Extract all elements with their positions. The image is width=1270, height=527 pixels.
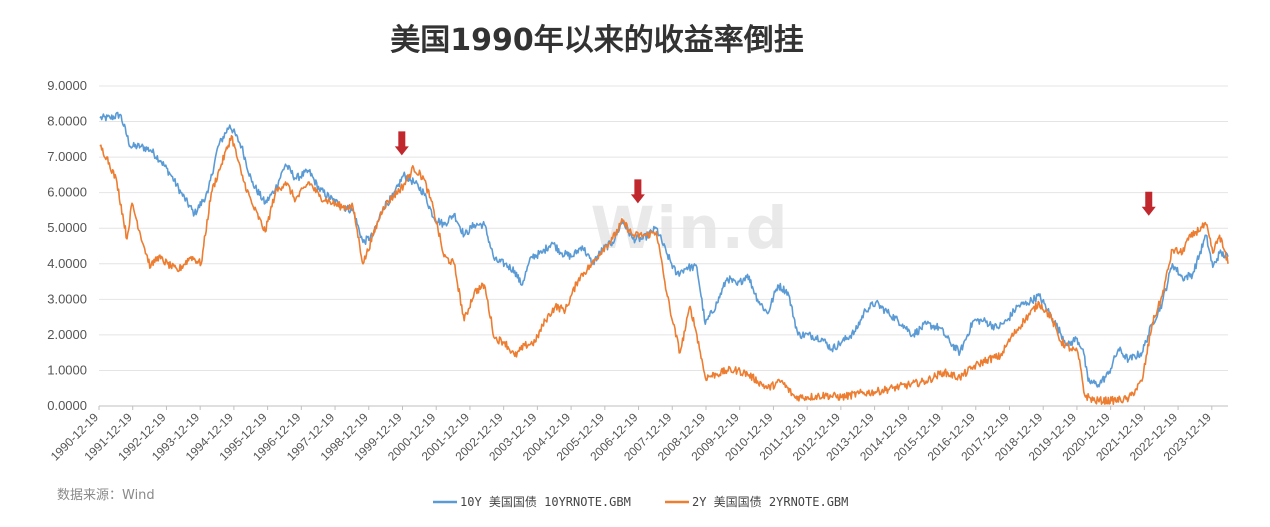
y-tick-label: 2.0000: [47, 327, 87, 342]
y-tick-label: 1.0000: [47, 362, 87, 377]
y-tick-label: 9.0000: [47, 78, 87, 93]
y-tick-label: 3.0000: [47, 291, 87, 306]
y-tick-label: 8.0000: [47, 114, 87, 129]
y-tick-label: 5.0000: [47, 220, 87, 235]
series-line-2y: [99, 135, 1229, 405]
annotations: [394, 131, 1156, 216]
gridlines: [99, 85, 1228, 407]
y-axis: 9.0000 8.0000 7.0000 6.0000 5.0000 4.0000 3.00…: [47, 78, 87, 413]
legend-label-10y: 10Y 美国国债 10YRNOTE.GBM: [460, 495, 631, 509]
legend: 10Y 美国国债 10YRNOTE.GBM 2Y 美国国债 2YRNOTE.GB…: [433, 495, 848, 509]
y-tick-label: 0.0000: [47, 398, 87, 413]
y-tick-label: 4.0000: [47, 256, 87, 271]
legend-label-2y: 2Y 美国国债 2YRNOTE.GBM: [692, 495, 848, 509]
y-tick-label: 6.0000: [47, 185, 87, 200]
arrow-down-icon: [394, 131, 409, 156]
plot-area: [99, 111, 1229, 405]
x-axis: 1990-12-191991-12-191992-12-191993-12-19…: [48, 406, 1214, 464]
y-tick-label: 7.0000: [47, 149, 87, 164]
chart-title: 美国1990年以来的收益率倒挂: [390, 23, 804, 58]
arrow-down-icon: [1141, 191, 1156, 216]
arrow-down-icon: [630, 179, 645, 204]
source-note: 数据来源：Wind: [57, 488, 155, 503]
series-line-10y: [99, 111, 1229, 388]
